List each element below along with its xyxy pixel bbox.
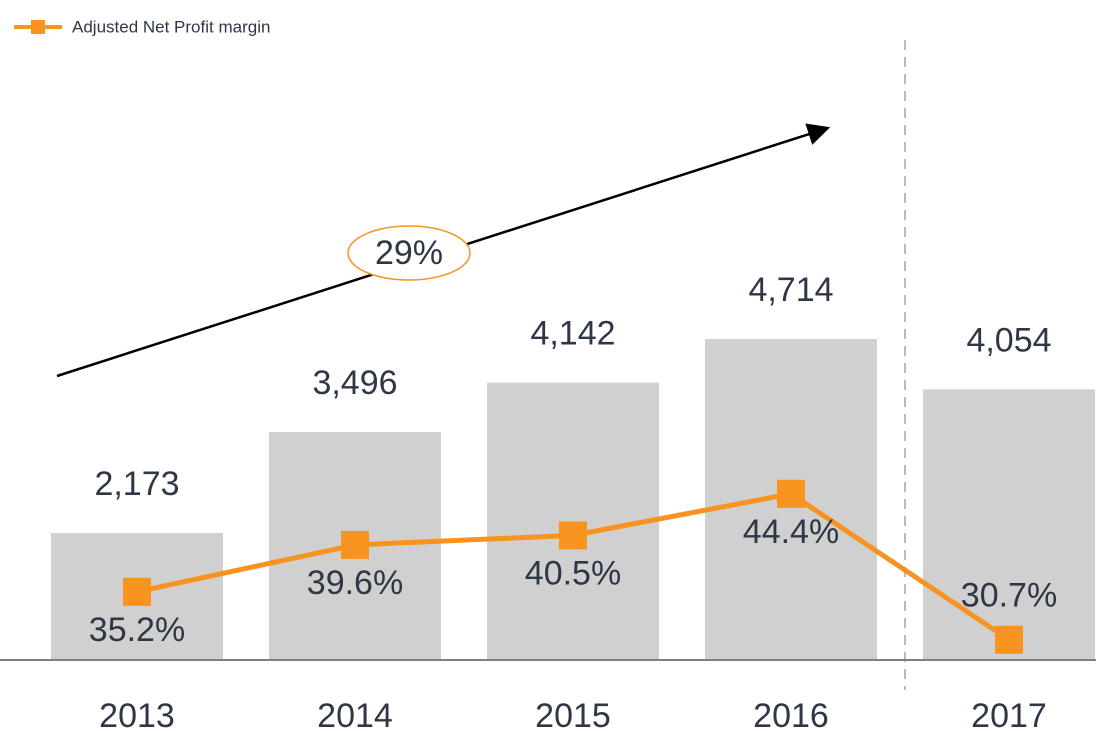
- plot: [51, 338, 1095, 660]
- bar-value-label: 4,054: [966, 321, 1051, 359]
- bar-value-label: 4,714: [748, 271, 833, 309]
- bar: [487, 382, 659, 660]
- bar-value-label: 4,142: [530, 315, 615, 353]
- legend-label: Adjusted Net Profit margin: [72, 17, 270, 36]
- line-marker: [559, 521, 587, 550]
- bar-value-label: 3,496: [312, 364, 397, 402]
- x-tick-label: 2014: [317, 697, 393, 731]
- legend-marker: [31, 20, 45, 34]
- line-marker: [341, 530, 369, 559]
- x-tick-label: 2015: [535, 697, 611, 731]
- x-tick-label: 2017: [971, 697, 1047, 731]
- line-value-label: 39.6%: [307, 564, 403, 602]
- bar-value-label: 2,173: [94, 465, 179, 503]
- bar: [923, 389, 1095, 660]
- line-marker: [777, 479, 805, 508]
- line-value-label: 44.4%: [743, 513, 839, 551]
- line-value-label: 40.5%: [525, 554, 621, 592]
- annotation: 29%: [375, 234, 443, 272]
- x-tick-label: 2013: [99, 697, 175, 731]
- line-marker: [123, 577, 151, 606]
- line-value-label: 30.7%: [961, 577, 1057, 615]
- x-tick-label: 2016: [753, 697, 829, 731]
- line-value-label: 35.2%: [89, 611, 185, 649]
- annotation-ellipse: [347, 225, 471, 281]
- line-marker: [995, 625, 1023, 654]
